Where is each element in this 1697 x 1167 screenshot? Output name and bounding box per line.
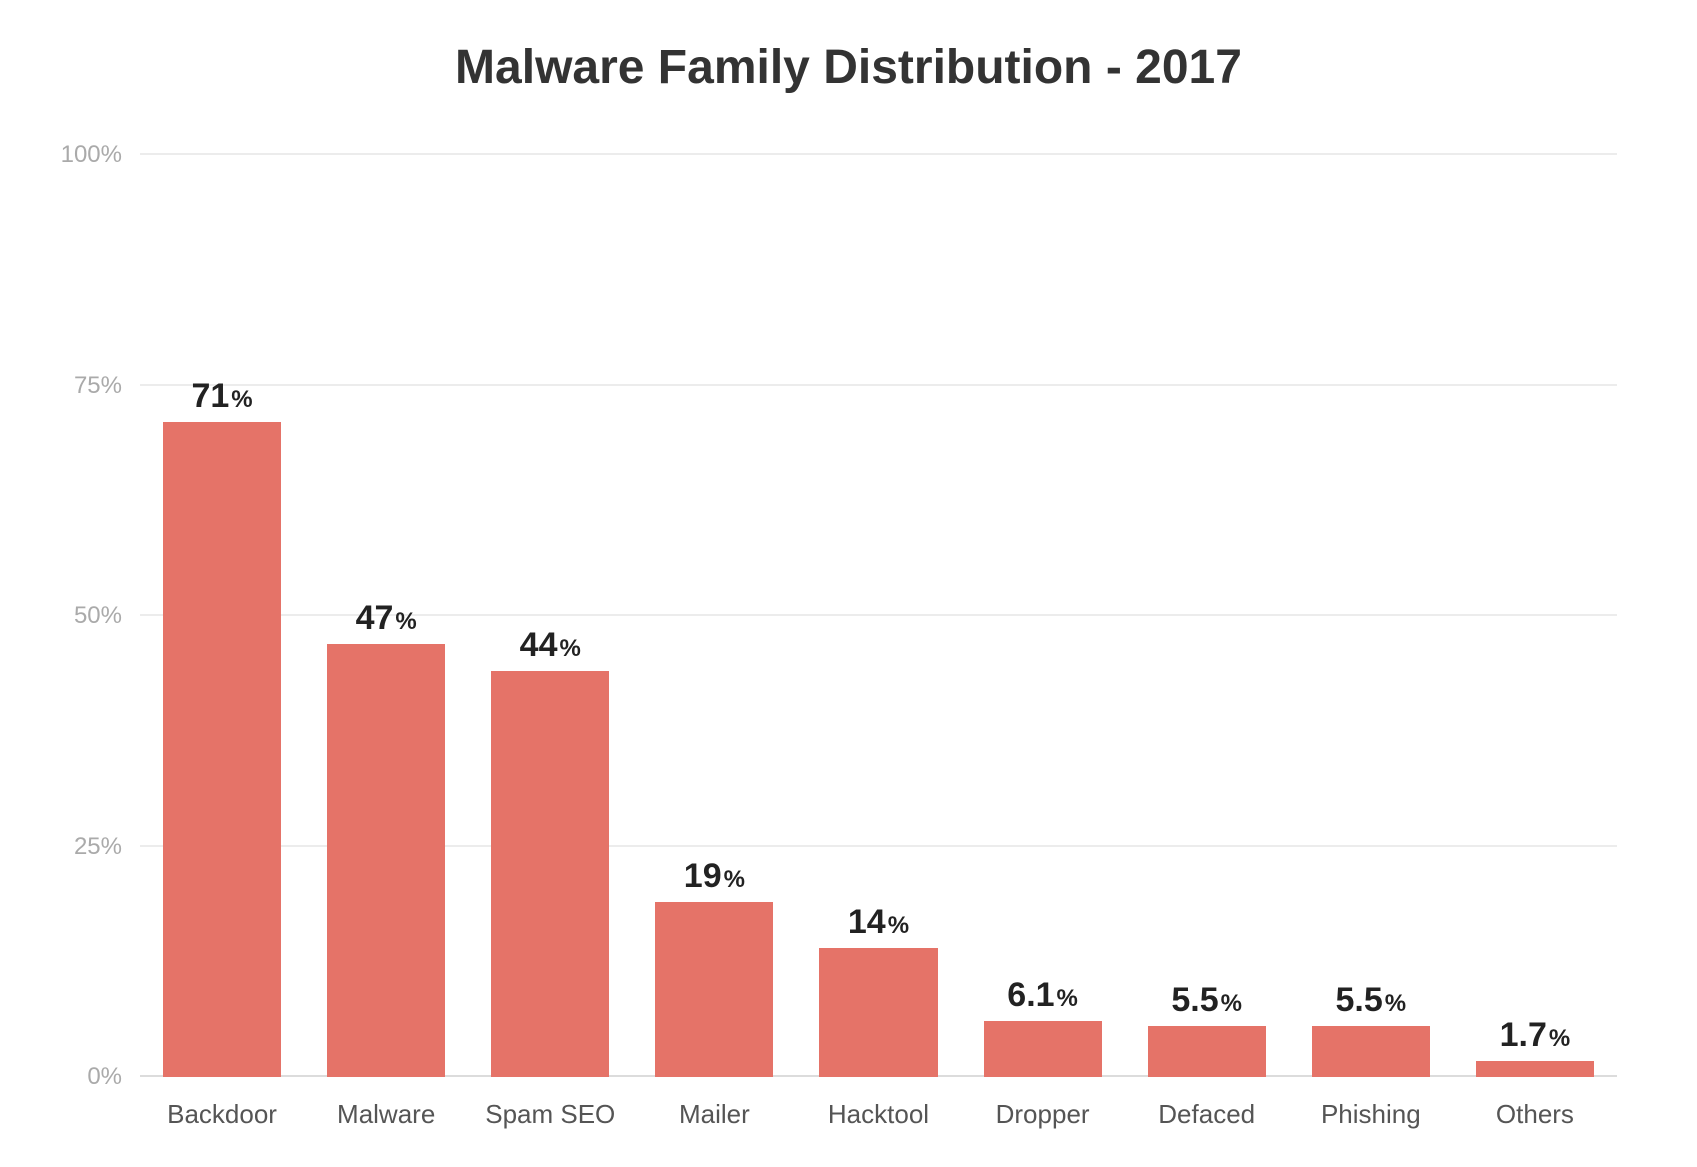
chart-title: Malware Family Distribution - 2017 (60, 40, 1637, 95)
bars-row: 71%47%44%19%14%6.1%5.5%5.5%1.7% (140, 155, 1617, 1077)
bar-slot: 5.5% (1289, 155, 1453, 1077)
bar (1312, 1026, 1430, 1077)
bar (327, 644, 445, 1077)
x-axis-labels: BackdoorMalwareSpam SEOMailerHacktoolDro… (140, 1077, 1617, 1130)
bar-value-suffix: % (1057, 985, 1078, 1013)
x-tick-label: Dropper (961, 1099, 1125, 1130)
bar-value-number: 19 (684, 857, 722, 896)
bar-value-label: 44% (520, 626, 581, 665)
bar-value-suffix: % (560, 635, 581, 663)
x-tick-label: Hacktool (796, 1099, 960, 1130)
bar-value-label: 47% (356, 599, 417, 638)
bar-value-number: 5.5 (1171, 981, 1218, 1020)
y-tick-label: 100% (61, 141, 140, 169)
y-tick-label: 75% (74, 372, 140, 400)
bar-value-label: 1.7% (1500, 1016, 1571, 1055)
bar (491, 671, 609, 1077)
bar-value-suffix: % (1549, 1025, 1570, 1053)
bar-slot: 14% (796, 155, 960, 1077)
bar-slot: 19% (632, 155, 796, 1077)
bar-value-number: 14 (848, 903, 886, 942)
bar (1148, 1026, 1266, 1077)
bar (984, 1021, 1102, 1077)
y-tick-label: 25% (74, 833, 140, 861)
bar-value-suffix: % (395, 608, 416, 636)
bar-value-suffix: % (1385, 990, 1406, 1018)
y-tick-label: 50% (74, 602, 140, 630)
bar-value-number: 1.7 (1500, 1016, 1547, 1055)
x-tick-label: Phishing (1289, 1099, 1453, 1130)
x-tick-label: Others (1453, 1099, 1617, 1130)
x-tick-label: Malware (304, 1099, 468, 1130)
bar-value-number: 44 (520, 626, 558, 665)
bar-slot: 44% (468, 155, 632, 1077)
bar (819, 948, 937, 1077)
bar-value-label: 5.5% (1171, 981, 1242, 1020)
bar-value-number: 5.5 (1336, 981, 1383, 1020)
bar-slot: 5.5% (1125, 155, 1289, 1077)
bar-value-label: 6.1% (1007, 976, 1078, 1015)
bar-value-suffix: % (888, 912, 909, 940)
bar-slot: 71% (140, 155, 304, 1077)
bar-value-suffix: % (724, 866, 745, 894)
bar-value-label: 19% (684, 857, 745, 896)
bar-value-label: 71% (191, 377, 252, 416)
bar-value-label: 14% (848, 903, 909, 942)
bar (1476, 1061, 1594, 1077)
plot-area: 0%25%50%75%100% 71%47%44%19%14%6.1%5.5%5… (140, 155, 1617, 1077)
bar (655, 902, 773, 1077)
x-tick-label: Defaced (1125, 1099, 1289, 1130)
bar (163, 422, 281, 1077)
bar-slot: 47% (304, 155, 468, 1077)
bar-value-suffix: % (1221, 990, 1242, 1018)
x-tick-label: Backdoor (140, 1099, 304, 1130)
bar-value-label: 5.5% (1336, 981, 1407, 1020)
bar-chart: Malware Family Distribution - 2017 0% 25%… (0, 0, 1697, 1167)
bar-value-number: 47 (356, 599, 394, 638)
bar-slot: 1.7% (1453, 155, 1617, 1077)
bar-value-number: 71 (191, 377, 229, 416)
x-tick-label: Mailer (632, 1099, 796, 1130)
bar-value-suffix: % (231, 386, 252, 414)
bar-slot: 6.1% (961, 155, 1125, 1077)
x-tick-label: Spam SEO (468, 1099, 632, 1130)
bar-value-number: 6.1 (1007, 976, 1054, 1015)
y-tick-label: 0% (87, 1063, 140, 1091)
